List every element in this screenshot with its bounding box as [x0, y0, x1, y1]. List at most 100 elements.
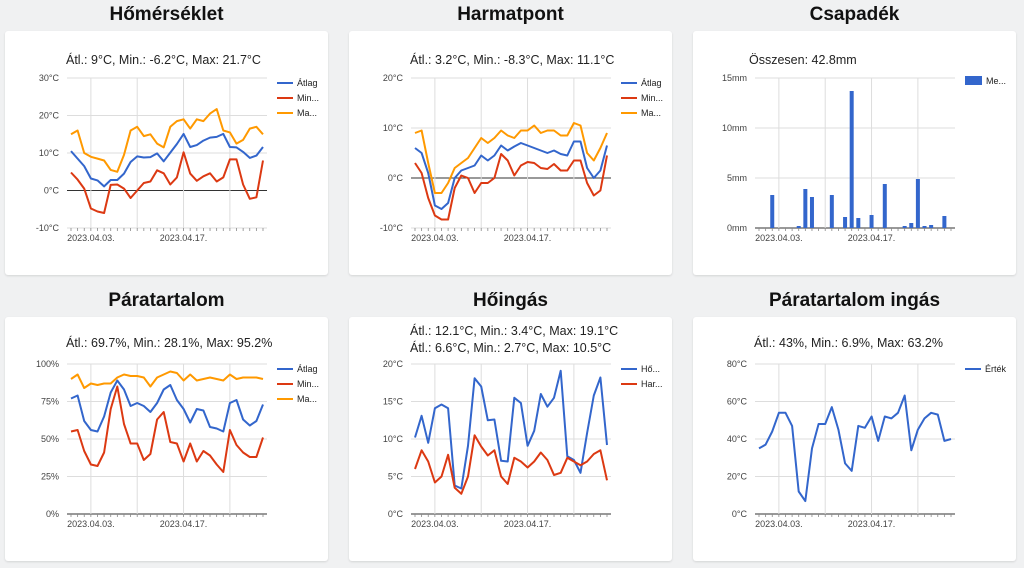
series-line: [414, 434, 608, 495]
legend-item: Har...: [621, 379, 663, 389]
series-line: [70, 108, 264, 173]
y-tick-label: 0°C: [44, 186, 60, 196]
x-tick-label: 2023.04.17.: [504, 233, 552, 243]
bar: [902, 226, 907, 228]
series-line: [414, 122, 608, 194]
bar: [922, 226, 927, 228]
y-tick-label: 75%: [41, 397, 59, 407]
x-tick-label: 2023.04.03.: [755, 233, 803, 243]
x-tick-label: 2023.04.03.: [755, 519, 803, 529]
legend-label: Átlag: [297, 364, 318, 374]
chart-title: Harmatpont: [457, 4, 564, 25]
legend-item: Ma...: [277, 108, 317, 118]
chart-title: Csapadék: [809, 4, 900, 25]
chart-card: Összesen: 42.8mm 0mm 5mm 10mm 15mm 2023.04.0…: [693, 31, 1016, 275]
legend-item: Átlag: [277, 78, 318, 88]
chart-stats: Átl.: 6.6°C, Min.: 2.7°C, Max: 10.5°C: [410, 341, 612, 355]
legend-item: Min...: [277, 379, 319, 389]
legend-item: Min...: [621, 93, 663, 103]
y-tick-label: 0%: [46, 509, 59, 519]
line-chart[interactable]: -10°C 0°C 10°C 20°C 30°C 2023.04.03. 2023.04.1…: [5, 31, 328, 275]
y-tick-label: 10mm: [722, 123, 747, 133]
legend-item: Átlag: [621, 78, 662, 88]
chart-card: Átl.: 12.1°C, Min.: 3.4°C, Max: 19.1°C Á…: [349, 317, 672, 561]
y-tick-label: 10°C: [383, 434, 404, 444]
line-chart[interactable]: 0%25%50%75%100%2023.04.03. 2023.04.17.Átl…: [5, 317, 328, 561]
x-tick-label: 2023.04.03.: [411, 519, 459, 529]
y-tick-label: 0°C: [388, 509, 404, 519]
series-line: [758, 394, 952, 503]
y-tick-label: 15mm: [722, 73, 747, 83]
chart-stats: Átl.: 43%, Min.: 6.9%, Max: 63.2%: [754, 336, 943, 350]
y-tick-label: 60°C: [727, 397, 748, 407]
legend-item: Min...: [277, 93, 319, 103]
legend-label: Érték: [985, 364, 1007, 374]
y-tick-label: 10°C: [383, 123, 404, 133]
y-tick-label: 5mm: [727, 173, 747, 183]
legend-item: Átlag: [277, 364, 318, 374]
bar: [849, 91, 854, 228]
chart-stats: Átl.: 12.1°C, Min.: 3.4°C, Max: 19.1°C: [410, 324, 619, 338]
legend-item: Hő...: [621, 364, 660, 374]
x-tick-label: 2023.04.17.: [160, 519, 208, 529]
y-tick-label: 80°C: [727, 359, 748, 369]
legend-label: Har...: [641, 379, 663, 389]
chart-card: Átl.: 69.7%, Min.: 28.1%, Max: 95.2% 0% 2…: [5, 317, 328, 561]
series-line: [70, 151, 264, 214]
y-tick-label: 100%: [36, 359, 59, 369]
legend-label: Átlag: [641, 78, 662, 88]
legend-item: Érték: [965, 364, 1007, 374]
y-tick-label: 25%: [41, 472, 59, 482]
series-line: [414, 153, 608, 221]
line-chart[interactable]: 0°C 20°C 40°C 60°C 80°C 2023.04.03. 2023.04.17…: [693, 317, 1016, 561]
bar: [942, 216, 947, 228]
bar: [915, 179, 920, 228]
chart-title: Páratartalom ingás: [768, 290, 941, 311]
series-line: [70, 385, 264, 473]
line-chart[interactable]: 0°C 5°C 10°C 15°C 20°C 2023.04.03. 2023.04.17.…: [349, 317, 672, 561]
x-tick-label: 2023.04.03.: [67, 233, 115, 243]
chart-title: Hőmérséklet: [109, 4, 224, 25]
legend-label: Min...: [641, 93, 663, 103]
chart-stats: Átl.: 69.7%, Min.: 28.1%, Max: 95.2%: [66, 336, 273, 350]
bar: [882, 184, 887, 228]
y-tick-label: 40°C: [727, 434, 748, 444]
legend-swatch: [965, 76, 982, 85]
chart-title: Páratartalom: [108, 290, 225, 311]
legend-item: Ma...: [621, 108, 661, 118]
legend-label: Átlag: [297, 78, 318, 88]
series-line: [70, 379, 264, 433]
bar: [770, 195, 775, 228]
x-tick-label: 2023.04.03.: [67, 519, 115, 529]
bar: [856, 218, 861, 228]
series-line: [70, 370, 264, 389]
y-tick-label: 0°C: [388, 173, 404, 183]
y-tick-label: 15°C: [383, 397, 404, 407]
legend-label: Ma...: [641, 108, 661, 118]
bar: [929, 225, 934, 228]
bar: [869, 215, 874, 228]
bar: [803, 189, 808, 228]
y-tick-label: 50%: [41, 434, 59, 444]
chart-stats: Átl.: 3.2°C, Min.: -8.3°C, Max: 11.1°C: [410, 53, 615, 67]
y-tick-label: 10°C: [39, 148, 60, 158]
y-tick-label: 0mm: [727, 223, 747, 233]
y-tick-label: 5°C: [388, 472, 404, 482]
x-tick-label: 2023.04.17.: [504, 519, 552, 529]
legend-label: Ma...: [297, 108, 317, 118]
bar: [829, 195, 834, 228]
chart-card: Átl.: 43%, Min.: 6.9%, Max: 63.2% 0°C 20°…: [693, 317, 1016, 561]
x-tick-label: 2023.04.17.: [160, 233, 208, 243]
x-tick-label: 2023.04.17.: [848, 519, 896, 529]
y-tick-label: 0°C: [732, 509, 748, 519]
legend-item: Me...: [965, 76, 1006, 86]
legend-item: Ma...: [277, 394, 317, 404]
legend-label: Ma...: [297, 394, 317, 404]
legend-label: Hő...: [641, 364, 660, 374]
chart-card: Átl.: 3.2°C, Min.: -8.3°C, Max: 11.1°C -…: [349, 31, 672, 275]
x-tick-label: 2023.04.17.: [848, 233, 896, 243]
bar-chart[interactable]: 0mm 5mm 10mm 15mm 2023.04.03. 2023.04.17. Me..…: [693, 31, 1016, 275]
bar: [796, 226, 801, 228]
y-tick-label: 20°C: [383, 73, 404, 83]
